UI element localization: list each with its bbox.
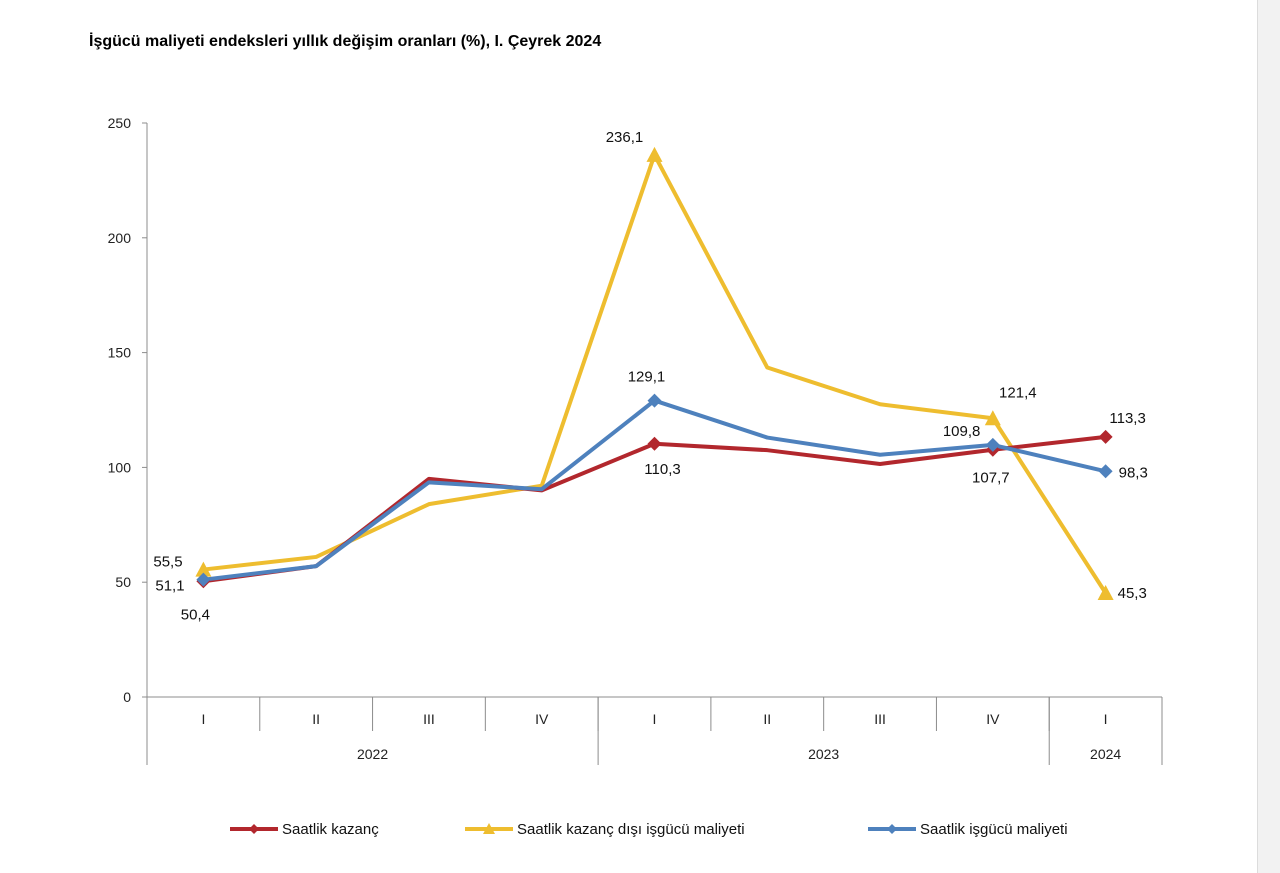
data-label: 236,1: [606, 129, 644, 146]
data-label: 113,3: [1109, 410, 1145, 427]
x-tick-label: I: [653, 711, 657, 727]
data-point-marker: [1097, 584, 1114, 600]
data-label: 121,4: [999, 384, 1037, 401]
x-tick-label: IV: [535, 711, 549, 727]
data-label: 51,1: [155, 578, 184, 595]
data-label: 98,3: [1119, 464, 1148, 481]
data-point-marker: [985, 437, 1000, 452]
x-group-label: 2024: [1090, 746, 1121, 762]
chart-legend: Saatlik kazanç Saatlik kazanç dışı işgücü…: [230, 821, 1068, 838]
legend-marker: [887, 824, 897, 834]
x-tick-label: I: [1104, 711, 1108, 727]
y-tick-label: 0: [123, 689, 131, 705]
y-tick-label: 200: [108, 230, 132, 246]
y-tick-label: 100: [108, 459, 132, 475]
data-point-marker: [647, 436, 662, 451]
x-group-label: 2022: [357, 746, 388, 762]
chart-markers: [195, 146, 1114, 600]
data-point-marker: [1098, 464, 1113, 479]
scrollbar-strip: [1257, 0, 1280, 873]
legend-label: Saatlik kazanç dışı işgücü maliyeti: [517, 821, 745, 838]
data-point-marker: [647, 393, 662, 408]
data-label: 45,3: [1118, 585, 1147, 602]
data-point-marker: [1098, 429, 1113, 444]
x-tick-label: II: [312, 711, 320, 727]
data-point-marker: [646, 146, 663, 162]
x-tick-label: II: [763, 711, 771, 727]
data-label: 129,1: [628, 369, 666, 386]
x-group-label: 2023: [808, 746, 839, 762]
y-tick-label: 250: [108, 115, 132, 131]
data-label: 107,7: [972, 470, 1010, 487]
data-label: 55,5: [153, 554, 182, 571]
x-tick-label: III: [423, 711, 435, 727]
data-label: 110,3: [644, 461, 680, 478]
legend-marker: [483, 823, 495, 834]
y-tick-label: 50: [115, 574, 131, 590]
x-tick-label: IV: [986, 711, 1000, 727]
legend-label: Saatlik kazanç: [282, 821, 379, 838]
chart-data-labels: 50,4 110,3 107,7 113,3 55,5 236,1 121,4 45,3 51,…: [153, 129, 1147, 623]
data-point-marker: [984, 410, 1001, 426]
legend-label: Saatlik işgücü maliyeti: [920, 821, 1068, 838]
data-point-marker: [196, 572, 211, 587]
data-label: 109,8: [943, 423, 981, 440]
data-point-marker: [195, 561, 212, 577]
x-tick-label: III: [874, 711, 886, 727]
x-tick-label: I: [201, 711, 205, 727]
legend-marker: [249, 824, 259, 834]
y-tick-label: 150: [108, 345, 132, 361]
chart-title: İşgücü maliyeti endeksleri yıllık değişi…: [89, 33, 602, 50]
data-label: 50,4: [181, 606, 210, 623]
series-line: [201, 434, 1108, 584]
